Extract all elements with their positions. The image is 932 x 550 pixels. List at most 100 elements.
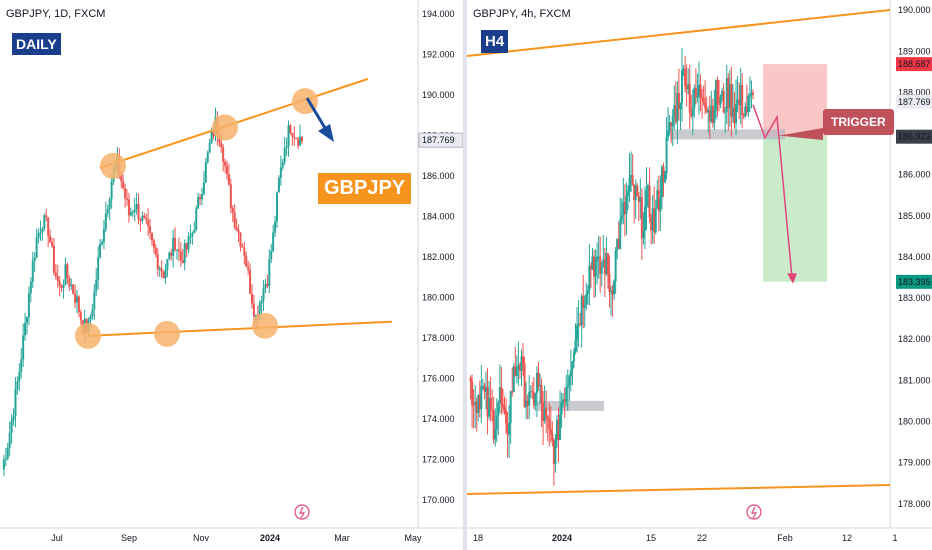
candle-body (260, 300, 263, 304)
candle-body (195, 208, 198, 231)
candle-body (129, 212, 132, 216)
candle-body (469, 377, 472, 382)
candle-body (514, 366, 517, 376)
candle-body (12, 416, 15, 421)
candle-body (49, 235, 52, 243)
daily-timeframe-badge: DAILY (12, 33, 61, 55)
candle-body (33, 257, 36, 262)
candle-body (562, 399, 565, 404)
entry-price-tag-text: 186.923 (898, 132, 931, 142)
candle-body (583, 304, 586, 308)
daily-chart-svg[interactable]: 194.000192.000190.000188.000186.000184.0… (0, 0, 463, 550)
h4-lower-trendline (467, 484, 891, 495)
candle-body (687, 83, 690, 89)
candle-body (630, 175, 633, 178)
candle-body (62, 284, 65, 288)
candle-body (52, 245, 55, 273)
candle-body (41, 228, 44, 233)
candle-body (676, 93, 679, 122)
candle-body (495, 415, 498, 430)
candle-body (72, 284, 75, 294)
candle-body (16, 381, 19, 389)
candle-body (279, 167, 282, 179)
h4-chart-svg[interactable]: 190.000189.000188.000187.000186.000185.0… (467, 0, 932, 550)
candle-body (670, 122, 673, 127)
h4-chart-panel[interactable]: 190.000189.000188.000187.000186.000185.0… (467, 0, 932, 550)
down-arrow-shaft (305, 97, 327, 129)
candle-body (106, 209, 109, 214)
candle-body (626, 191, 629, 196)
daily-time-tick: 2024 (260, 533, 280, 543)
candle-body (179, 251, 182, 261)
target-price-tag-text: 183.395 (898, 277, 931, 287)
candle-body (566, 385, 569, 388)
candle-body (674, 105, 677, 122)
trigger-pointer (779, 128, 823, 140)
candle-body (508, 423, 511, 435)
daily-time-tick: Sep (121, 533, 137, 543)
candle-body (181, 260, 184, 264)
candle-body (484, 387, 487, 392)
candle-body (77, 296, 80, 313)
candle-body (710, 105, 713, 122)
candle-body (291, 133, 294, 137)
daily-chart-panel[interactable]: 194.000192.000190.000188.000186.000184.0… (0, 0, 464, 550)
candle-body (241, 246, 244, 248)
candle-body (659, 197, 662, 212)
candle-body (501, 404, 504, 408)
h4-time-tick: Feb (777, 533, 793, 543)
candle-body (542, 402, 545, 421)
candle-body (741, 85, 744, 115)
candle-body (591, 256, 594, 270)
candle-body (141, 215, 144, 221)
candle-body (124, 188, 127, 199)
h4-time-tick: 2024 (552, 533, 572, 543)
candle-body (491, 409, 494, 411)
candle-body (102, 228, 105, 242)
candle-body (511, 391, 514, 393)
flash-icon-bolt (299, 506, 306, 519)
candle-body (745, 106, 748, 113)
candle-body (611, 290, 614, 295)
candle-body (681, 70, 683, 103)
candle-body (625, 195, 628, 214)
candle-body (714, 80, 717, 111)
candle-body (293, 136, 296, 138)
candle-body (127, 199, 130, 216)
candle-body (654, 208, 657, 233)
candle-body (589, 265, 592, 270)
h4-time-tick: 18 (473, 533, 483, 543)
candle-body (528, 391, 531, 406)
candle-body (651, 208, 654, 231)
candle-body (204, 162, 207, 183)
lower-touch-circle (252, 312, 278, 339)
candle-body (191, 233, 194, 237)
candle-body (152, 240, 155, 248)
candle-body (580, 296, 583, 326)
h4-flash-icon (746, 504, 762, 520)
candle-body (299, 136, 302, 146)
candle-body (747, 95, 750, 113)
candle-body (619, 219, 622, 249)
candle-body (120, 175, 123, 182)
candle-body (475, 401, 478, 413)
panel-divider[interactable] (463, 0, 467, 550)
candle-body (252, 303, 255, 317)
candle-body (64, 264, 67, 285)
candle-body (697, 84, 700, 96)
candle-body (639, 197, 642, 203)
candle-body (555, 419, 558, 440)
candle-body (183, 243, 186, 264)
candle-body (560, 403, 563, 415)
daily-price-tick: 192.000 (422, 50, 455, 60)
candle-body (229, 184, 232, 209)
candle-body (512, 366, 515, 393)
candle-body (529, 391, 532, 393)
stop-price-tag-text: 188.687 (898, 59, 931, 69)
daily-price-tick: 174.000 (422, 414, 455, 424)
daily-price-tick: 180.000 (422, 292, 455, 302)
candle-body (210, 131, 213, 143)
candle-body (488, 398, 491, 417)
candle-body (74, 293, 77, 303)
candle-body (515, 367, 518, 376)
